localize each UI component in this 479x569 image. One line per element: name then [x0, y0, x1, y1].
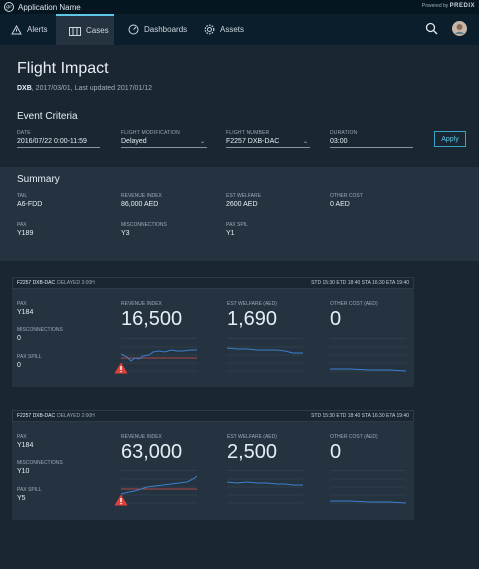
page-subtitle: DXB, 2017/03/01, Last updated 2017/01/12 — [17, 85, 152, 92]
tab-assets-label: Assets — [220, 25, 245, 34]
cases-icon — [69, 26, 81, 36]
subtitle-airport: DXB — [17, 85, 32, 92]
est-welfare-value: 2,500 — [227, 441, 278, 463]
warning-icon[interactable] — [114, 494, 128, 506]
date-label: DATE — [17, 130, 31, 136]
event-criteria-heading: Event Criteria — [17, 111, 78, 122]
other-cost-label: OTHER COST — [330, 193, 363, 199]
tab-cases[interactable]: Cases — [56, 14, 114, 45]
powered-by: Powered by PREDIX — [422, 3, 475, 9]
other-cost-sparkline — [330, 470, 407, 504]
flight-card[interactable]: F2257 DXB-DAC DELAYED 3:00H STD 15:30 ET… — [12, 277, 414, 387]
alert-icon — [11, 24, 22, 34]
other-cost-sparkline — [330, 338, 407, 372]
revenue-index-label: REVENUE INDEX — [121, 434, 162, 440]
est-welfare-value: 2600 AED — [226, 201, 258, 208]
warning-icon[interactable] — [114, 362, 128, 374]
est-welfare-label: EST WELFARE — [226, 193, 261, 199]
revenue-sparkline — [121, 338, 197, 372]
flight-number-value: F2257 DXB-DAC — [226, 138, 280, 145]
nav-bar: Alerts Cases Dashboards Assets — [0, 14, 479, 45]
powered-by-text: Powered by — [421, 3, 449, 9]
delay-status: DELAYED 3:00H — [57, 280, 95, 286]
delay-status: DELAYED 2:00H — [57, 413, 95, 419]
apply-button[interactable]: Apply — [434, 131, 466, 147]
misconnections-value: 0 — [17, 335, 21, 342]
app-bar: ge Application Name Powered by PREDIX — [0, 0, 479, 14]
revenue-index-value: 63,000 — [121, 441, 183, 463]
other-cost-value: 0 — [330, 441, 342, 463]
page-title: Flight Impact — [17, 60, 109, 77]
tab-assets[interactable]: Assets — [204, 14, 259, 45]
duration-label: DURATION — [330, 130, 358, 136]
app-name: Application Name — [18, 2, 81, 12]
pax-spil-label: PAX SPIL — [226, 222, 248, 228]
chevron-down-icon: ⌄ — [199, 139, 205, 145]
pax-label: PAX — [17, 301, 27, 307]
pax-value: Y189 — [17, 230, 34, 237]
pax-spill-value: Y5 — [17, 495, 26, 502]
pax-label: PAX — [17, 222, 27, 228]
misconnections-value: Y10 — [17, 468, 30, 475]
misconnections-label: MISCONNECTIONS — [17, 460, 63, 466]
other-cost-label: OTHER COST (AED) — [330, 301, 378, 307]
welfare-sparkline — [227, 338, 303, 372]
other-cost-value: 0 — [330, 308, 342, 330]
summary-heading: Summary — [17, 174, 60, 185]
revenue-index-value: 16,500 — [121, 308, 183, 330]
tab-cases-label: Cases — [86, 26, 109, 35]
misconnections-label: MISCONNECTIONS — [121, 222, 167, 228]
pax-spill-label: PAX SPILL — [17, 487, 42, 493]
tail-label: TAIL — [17, 193, 28, 199]
revenue-sparkline — [121, 470, 198, 504]
flight-modification-label: FLIGHT MODIFICATION — [121, 130, 180, 136]
date-value: 2016/07/22 0:00-11:59 — [17, 138, 87, 145]
chevron-down-icon: ⌄ — [302, 139, 308, 145]
flight-card-header: F2257 DXB-DAC DELAYED 3:00H STD 15:30 ET… — [12, 277, 414, 289]
date-field[interactable]: 2016/07/22 0:00-11:59 — [17, 136, 100, 148]
misconnections-label: MISCONNECTIONS — [17, 327, 63, 333]
flight-modification-select[interactable]: Delayed ⌄ — [121, 136, 207, 148]
tab-alerts-label: Alerts — [27, 25, 48, 34]
other-cost-value: 0 AED — [330, 201, 350, 208]
est-welfare-label: EST WELFARE (AED) — [227, 434, 277, 440]
revenue-index-label: REVENUE INDEX — [121, 301, 162, 307]
avatar[interactable] — [452, 21, 467, 36]
subtitle-details: , 2017/03/01, Last updated 2017/01/12 — [31, 85, 153, 92]
flight-number-select[interactable]: F2257 DXB-DAC ⌄ — [226, 136, 310, 148]
pax-spill-label: PAX SPILL — [17, 354, 42, 360]
duration-value: 03:00 — [330, 138, 348, 145]
revenue-index-label: REVENUE INDEX — [121, 193, 162, 199]
search-icon[interactable] — [425, 22, 438, 35]
tab-dashboards[interactable]: Dashboards — [128, 14, 198, 45]
flight-card[interactable]: F2257 DXB-DAC DELAYED 2:00H STD 15:30 ET… — [12, 410, 414, 520]
flight-times: STD 15:30 ETD 18:40 STA 16:30 ETA 19:40 — [311, 280, 409, 286]
other-cost-label: OTHER COST (AED) — [330, 434, 378, 440]
gear-icon — [204, 24, 215, 35]
flight-times: STD 15:30 ETD 18:40 STA 16:30 ETA 19:40 — [311, 413, 409, 419]
brand-name: PREDIX — [449, 3, 475, 9]
flight-number-label: FLIGHT NUMBER — [226, 130, 270, 136]
flight-card-header: F2257 DXB-DAC DELAYED 2:00H STD 15:30 ET… — [12, 410, 414, 422]
flight-number: F2257 DXB-DAC — [17, 413, 56, 419]
pax-spil-value: Y1 — [226, 230, 235, 237]
dashboard-icon — [128, 24, 139, 35]
pax-label: PAX — [17, 434, 27, 440]
pax-spill-value: 0 — [17, 362, 21, 369]
tab-dashboards-label: Dashboards — [144, 25, 188, 34]
revenue-index-value: 86,000 AED — [121, 201, 159, 208]
pax-value: Y184 — [17, 309, 34, 316]
flight-number: F2257 DXB-DAC — [17, 280, 56, 286]
pax-value: Y184 — [17, 442, 34, 449]
ge-logo-icon: ge — [4, 2, 14, 12]
misconnections-value: Y3 — [121, 230, 130, 237]
est-welfare-label: EST WELFARE (AED) — [227, 301, 277, 307]
duration-field[interactable]: 03:00 — [330, 136, 413, 148]
est-welfare-value: 1,690 — [227, 308, 278, 330]
tab-alerts[interactable]: Alerts — [0, 14, 55, 45]
flight-modification-value: Delayed — [121, 138, 147, 145]
welfare-sparkline — [227, 470, 303, 504]
tail-value: A6-FDD — [17, 201, 43, 208]
summary-panel — [0, 167, 479, 261]
